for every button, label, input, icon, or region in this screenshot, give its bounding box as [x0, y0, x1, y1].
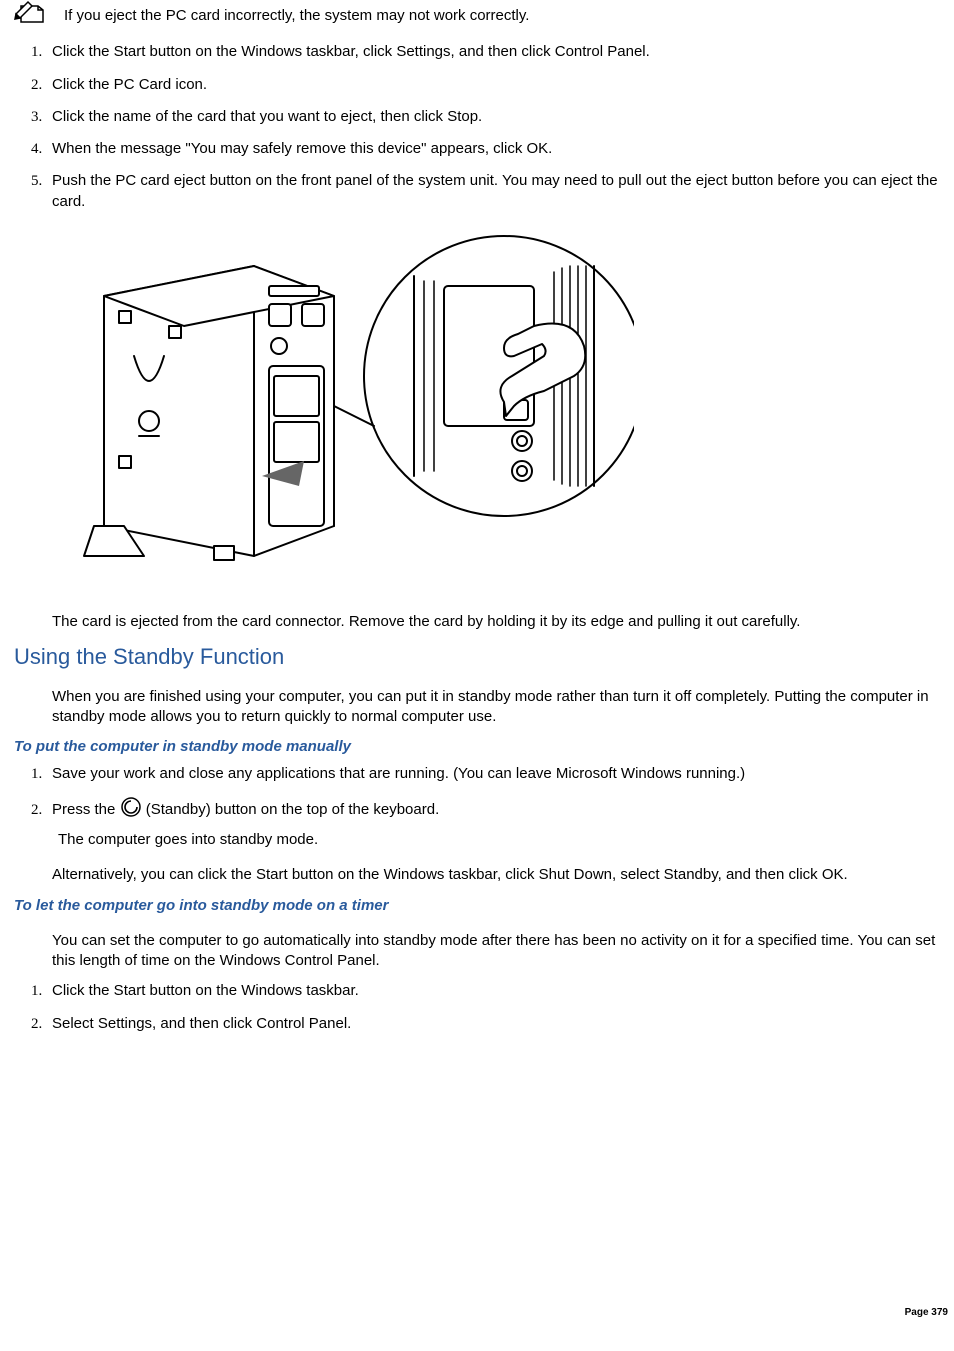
- note-text: If you eject the PC card incorrectly, th…: [64, 6, 529, 26]
- standby-intro: When you are finished using your compute…: [52, 687, 946, 728]
- list-item: Click the Start button on the Windows ta…: [46, 981, 950, 1001]
- list-item: Click the Start button on the Windows ta…: [46, 42, 950, 62]
- sub-heading-manual: To put the computer in standby mode manu…: [14, 737, 950, 757]
- section-heading-standby: Using the Standby Function: [14, 642, 950, 672]
- eject-diagram: [74, 226, 950, 592]
- page-number: Page 379: [905, 1306, 948, 1320]
- after-diagram-text: The card is ejected from the card connec…: [52, 612, 946, 632]
- list-item: Select Settings, and then click Control …: [46, 1014, 950, 1034]
- list-item: Click the name of the card that you want…: [46, 107, 950, 127]
- step-inner-text: The computer goes into standby mode.: [58, 830, 950, 850]
- alt-text: Alternatively, you can click the Start b…: [52, 865, 946, 885]
- manual-steps-list: Save your work and close any application…: [14, 764, 950, 851]
- list-item: Click the PC Card icon.: [46, 75, 950, 95]
- list-item: Save your work and close any application…: [46, 764, 950, 784]
- timer-intro: You can set the computer to go automatic…: [52, 931, 946, 972]
- standby-icon: [120, 805, 146, 822]
- pencil-note-icon: [14, 0, 52, 32]
- eject-steps-list: Click the Start button on the Windows ta…: [14, 42, 950, 212]
- timer-steps-list: Click the Start button on the Windows ta…: [14, 981, 950, 1034]
- list-item: Push the PC card eject button on the fro…: [46, 171, 950, 212]
- list-item: When the message "You may safely remove …: [46, 139, 950, 159]
- sub-heading-timer: To let the computer go into standby mode…: [14, 896, 950, 916]
- note-row: If you eject the PC card incorrectly, th…: [14, 0, 950, 32]
- list-item: Press the (Standby) button on the top of…: [46, 796, 950, 851]
